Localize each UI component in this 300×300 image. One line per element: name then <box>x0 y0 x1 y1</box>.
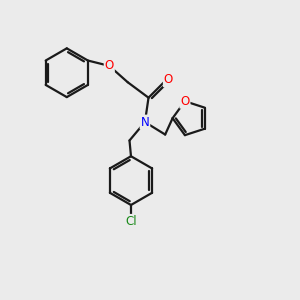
Text: O: O <box>180 95 190 108</box>
Text: Cl: Cl <box>125 215 137 228</box>
Text: O: O <box>105 59 114 72</box>
Text: N: N <box>141 116 149 129</box>
Text: O: O <box>164 74 173 86</box>
